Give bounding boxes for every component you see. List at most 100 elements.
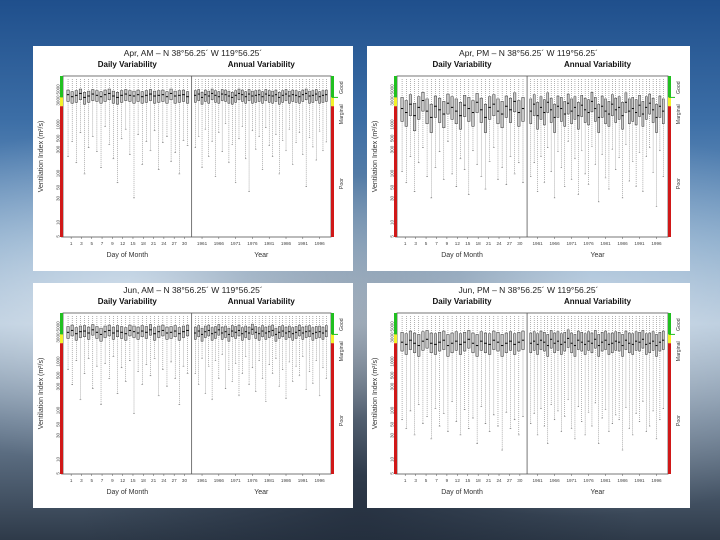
daily-box: [479, 97, 483, 123]
annual-box: [244, 91, 247, 104]
annual-box: [247, 89, 251, 101]
year-tick-label: 1991: [634, 241, 645, 246]
y-tick-label: 10: [390, 456, 395, 462]
daily-box: [140, 91, 144, 104]
annual-box: [284, 89, 288, 101]
day-tick-label: 3: [414, 241, 417, 246]
day-tick-label: 24: [496, 241, 502, 246]
daily-box: [149, 89, 152, 101]
quality-label-poor: Poor: [339, 415, 345, 426]
daily-box: [165, 91, 169, 104]
annual-box: [214, 90, 217, 103]
year-tick-label: 1986: [617, 241, 628, 246]
plot-frame: [62, 312, 332, 475]
annual-variability-heading: Annual Variability: [564, 60, 632, 69]
quality-label-good: Good: [339, 81, 345, 94]
y-tick-label: 5000: [390, 84, 395, 95]
day-tick-label: 12: [120, 241, 126, 246]
day-tick-label: 21: [151, 241, 157, 246]
day-tick-label: 27: [172, 241, 178, 246]
annual-box: [291, 89, 294, 102]
daily-box: [91, 89, 95, 101]
day-tick-label: 21: [486, 478, 492, 483]
y-tick-label: 1000: [56, 119, 61, 130]
daily-box: [488, 96, 492, 120]
y-tick-label: 1000: [56, 356, 61, 367]
daily-box: [177, 90, 181, 103]
annual-box: [566, 93, 570, 115]
y-tick-label: 3000: [56, 95, 61, 106]
annual-box: [631, 97, 634, 122]
annual-box: [234, 90, 237, 103]
daily-box: [450, 96, 454, 120]
year-tick-label: 1961: [532, 241, 543, 246]
x-axis-label-day: Day of Month: [441, 489, 483, 496]
year-tick-label: 1986: [617, 478, 628, 483]
annual-box: [617, 96, 621, 120]
year-tick-label: 1966: [549, 478, 560, 483]
daily-box: [408, 94, 412, 116]
chart-svg: Jun, AM – N 38°56.25´ W 119°56.25´ Daily …: [38, 285, 345, 496]
y-tick-label: 100: [390, 406, 395, 414]
annual-box: [645, 96, 648, 120]
daily-box: [429, 103, 433, 133]
annual-box: [600, 332, 604, 352]
y-tick-label: 3000: [390, 332, 395, 343]
year-tick-label: 1986: [281, 241, 292, 246]
daily-box: [496, 332, 500, 352]
annual-box: [543, 332, 546, 352]
day-tick-label: 15: [465, 478, 471, 483]
daily-variability-heading: Daily Variability: [98, 60, 158, 69]
annual-box: [580, 95, 584, 117]
quality-label-good: Good: [339, 318, 345, 331]
annual-box: [267, 90, 271, 103]
annual-box: [264, 89, 268, 101]
chart-title: Apr, AM – N 38°56.25´ W 119°56.25´: [124, 48, 263, 58]
y-tick-label: 500: [390, 371, 395, 379]
year-tick-label: 1991: [298, 241, 309, 246]
daily-box: [78, 88, 82, 100]
daily-box: [508, 97, 512, 123]
year-tick-label: 1976: [583, 241, 594, 246]
y-tick-label: 1000: [390, 356, 395, 367]
x-axis-label-year: Year: [254, 489, 269, 496]
chart-panel-jun-pm: Jun, PM – N 38°56.25´ W 119°56.25´ Daily …: [367, 283, 690, 508]
day-tick-label: 30: [182, 478, 188, 483]
chart-title: Jun, PM – N 38°56.25´ W 119°56.25´: [459, 285, 599, 295]
annual-box: [638, 332, 641, 352]
daily-box: [70, 91, 74, 104]
annual-box: [597, 103, 601, 133]
y-tick-label: 5000: [56, 84, 61, 95]
daily-box: [74, 90, 78, 103]
y-tick-label: 10: [56, 219, 61, 225]
annual-box: [217, 91, 221, 104]
annual-box: [539, 96, 543, 120]
daily-box: [467, 97, 471, 122]
daily-box: [446, 93, 450, 115]
daily-box: [136, 89, 140, 102]
daily-box: [517, 100, 521, 127]
annual-box: [318, 91, 321, 104]
chart-svg: Jun, PM – N 38°56.25´ W 119°56.25´ Daily …: [372, 285, 682, 496]
annual-box: [298, 91, 301, 104]
daily-box: [83, 91, 87, 105]
day-tick-label: 12: [120, 478, 126, 483]
daily-box: [421, 91, 425, 112]
day-tick-label: 7: [101, 241, 104, 246]
annual-box: [611, 94, 614, 116]
daily-box: [181, 89, 185, 102]
daily-box: [173, 90, 177, 104]
y-axis-label: Ventilation Index (m²/s): [372, 121, 379, 193]
annual-box: [241, 89, 244, 102]
y-axis-label: Ventilation Index (m²/s): [38, 121, 45, 193]
annual-box: [648, 93, 651, 115]
y-tick-label: 3000: [390, 95, 395, 106]
plot-frame: [62, 75, 332, 238]
day-tick-label: 9: [446, 478, 449, 483]
day-tick-label: 7: [101, 478, 104, 483]
annual-box: [227, 90, 231, 104]
quality-label-good: Good: [676, 81, 682, 94]
daily-box: [492, 94, 496, 116]
day-tick-label: 18: [476, 241, 482, 246]
